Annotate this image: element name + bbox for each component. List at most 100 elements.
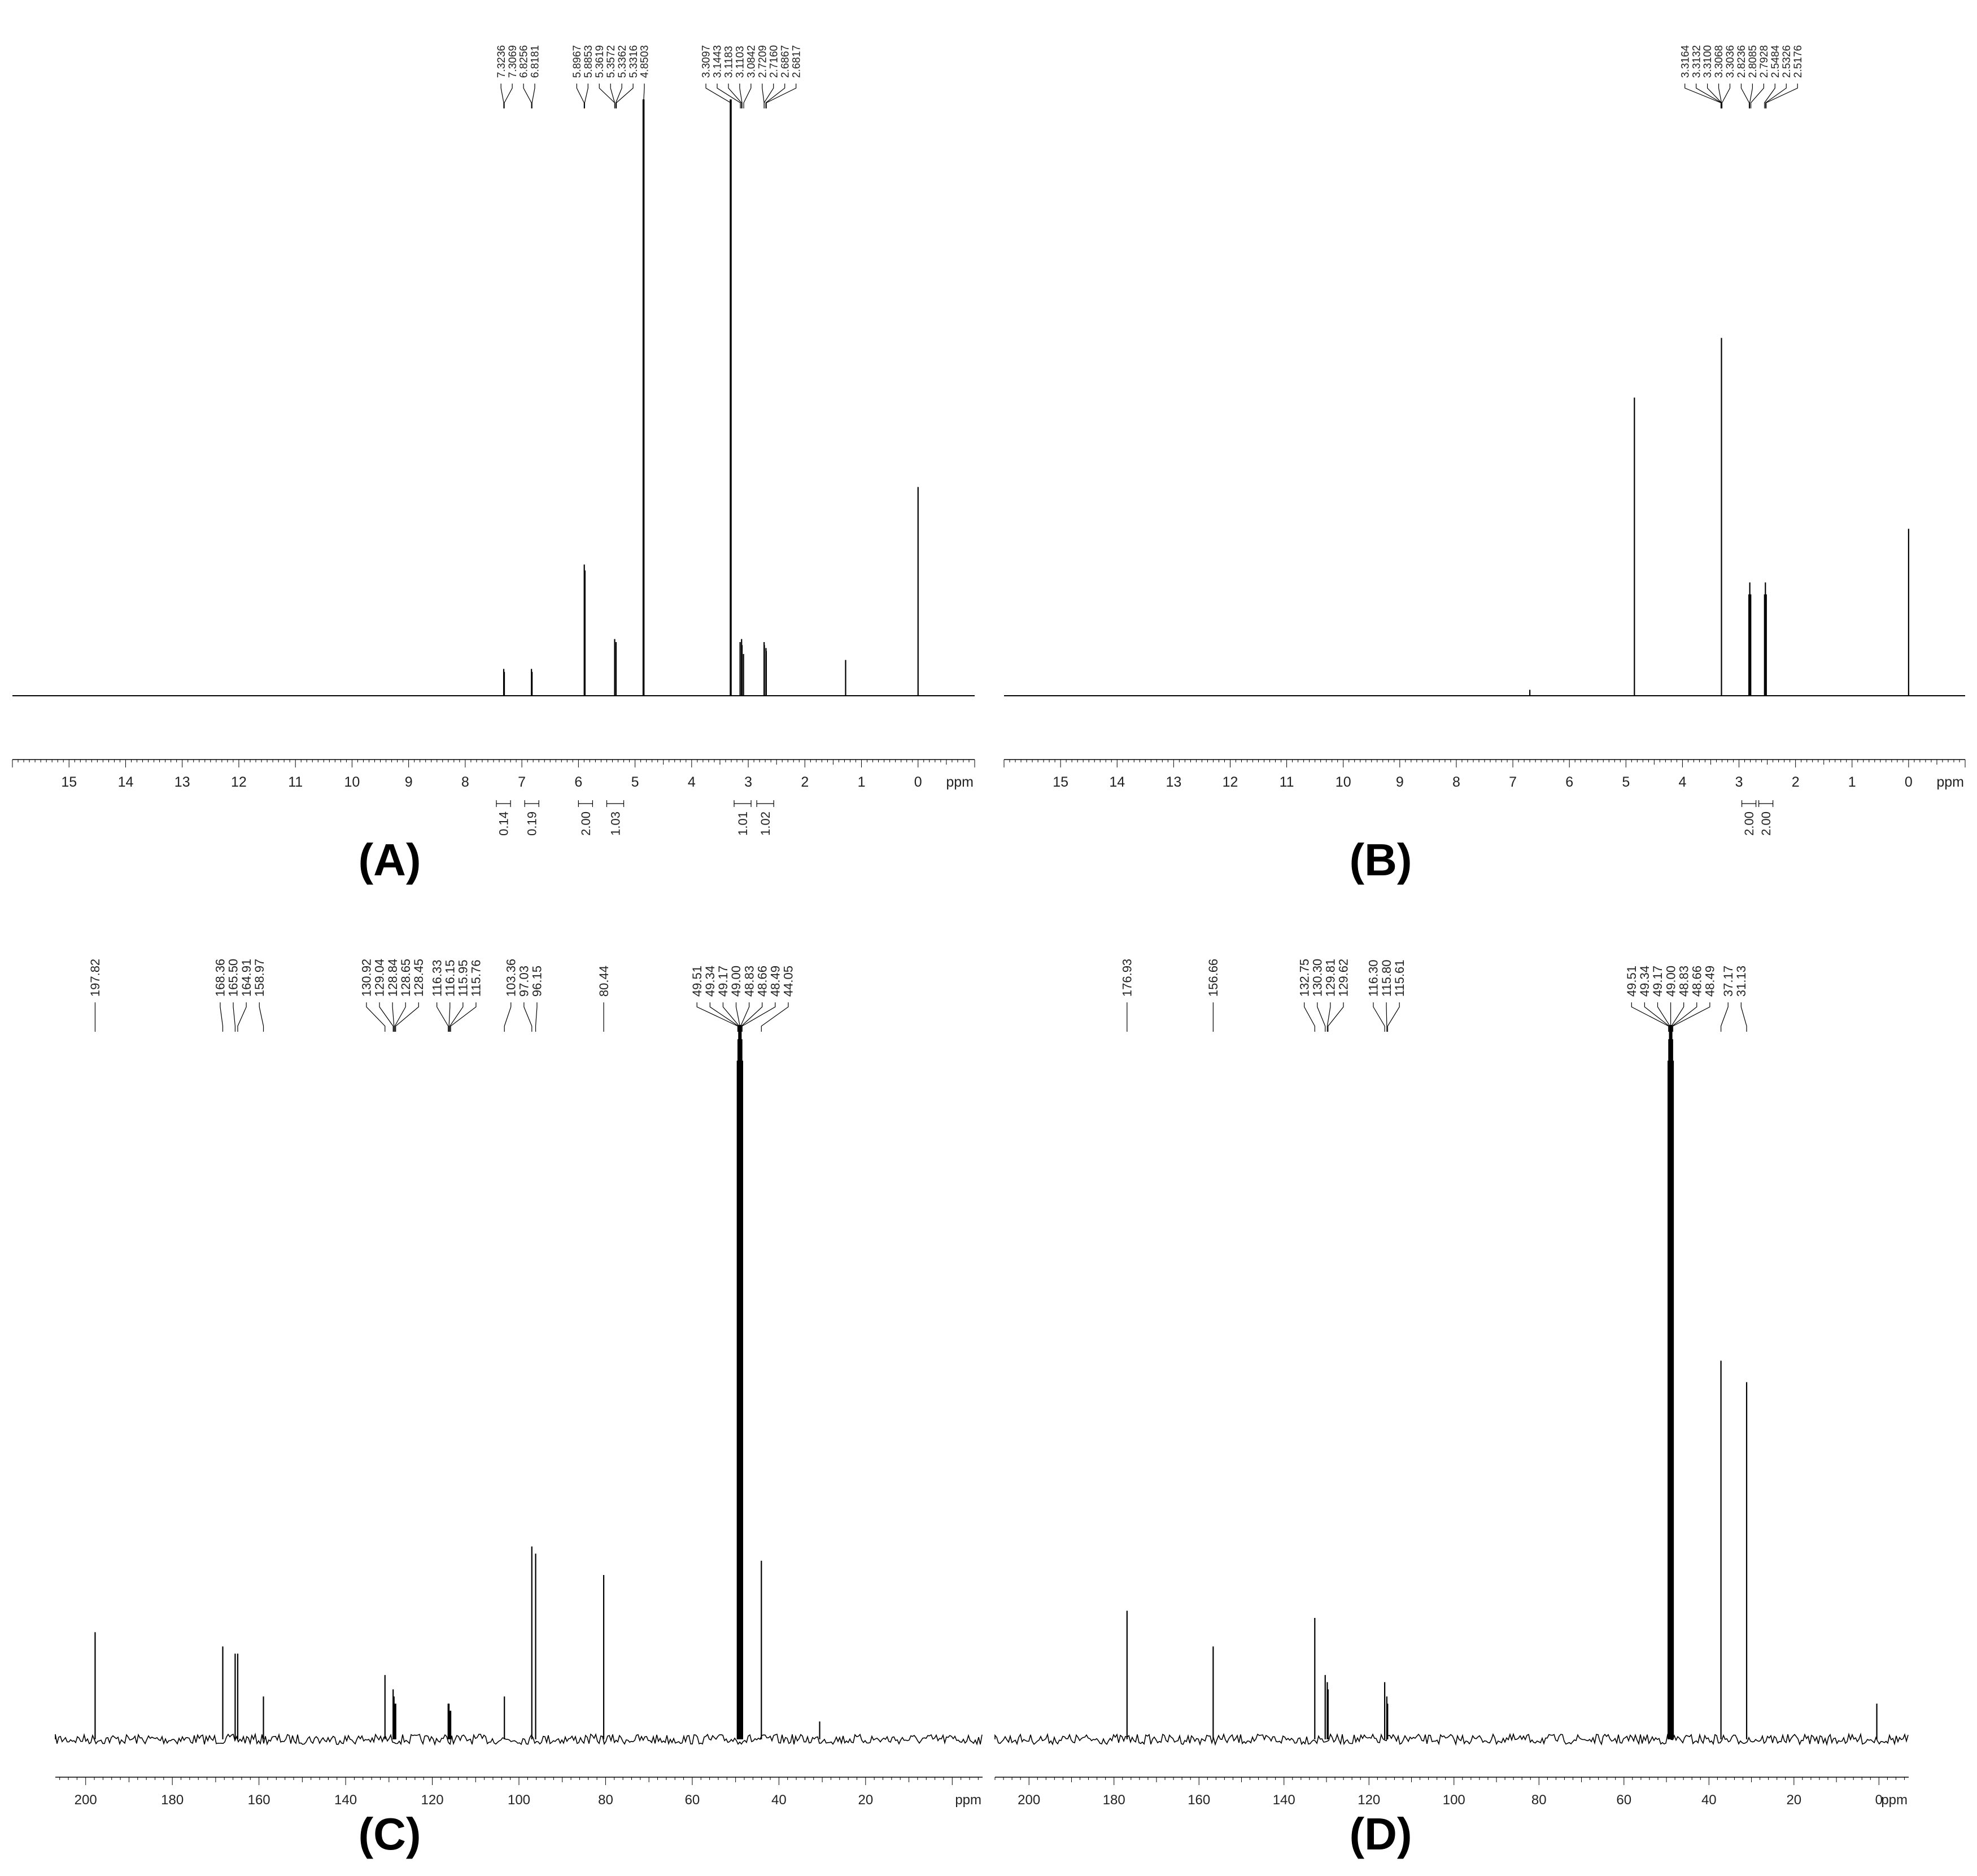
spectrum-baseline <box>994 1732 1909 1746</box>
peak-shift-label: 164.91 <box>239 959 254 997</box>
peak-shift-label: 165.50 <box>226 959 241 997</box>
peak-shift-label: 158.97 <box>252 959 267 997</box>
peak-leader-line <box>394 1002 406 1032</box>
peak-shift-label: 2.7160 <box>768 45 780 78</box>
x-axis-unit-label: ppm <box>1881 1792 1908 1808</box>
peak-shift-label: 2.7928 <box>1758 45 1770 78</box>
peak-leader-line <box>500 84 504 108</box>
integral-value: 1.02 <box>758 812 773 836</box>
integral-value: 1.01 <box>736 812 750 836</box>
peak-leader-line <box>1657 1002 1670 1032</box>
peak-shift-label: 49.51 <box>690 966 704 997</box>
peak-shift-label: 3.3164 <box>1679 45 1691 78</box>
peak-leader-line <box>741 1002 776 1032</box>
peak-leader-line <box>504 1002 512 1032</box>
peak-leader-line <box>1765 84 1798 108</box>
peak-shift-label: 2.5484 <box>1770 45 1782 78</box>
peak-leader-line <box>766 84 797 108</box>
integral-value: 2.00 <box>1742 812 1756 836</box>
x-tick-label: 6 <box>1565 774 1573 790</box>
peak-leader-line <box>1721 84 1731 108</box>
peak-shift-label: 5.3619 <box>594 45 606 78</box>
peak-leader-line <box>576 84 584 108</box>
x-tick-label: 13 <box>1166 774 1181 790</box>
peak-leader-line <box>1304 1002 1315 1032</box>
peak-shift-label: 3.0842 <box>745 45 757 78</box>
x-tick-label: 3 <box>1735 774 1743 790</box>
x-axis-unit-label: ppm <box>955 1792 981 1808</box>
peak-shift-label: 5.3362 <box>617 45 629 78</box>
peak-shift-label: 130.30 <box>1310 959 1324 997</box>
peak-shift-label: 37.17 <box>1721 966 1735 997</box>
x-tick-label: 9 <box>405 774 413 790</box>
peak-leader-line <box>1684 84 1722 108</box>
x-tick-label: 200 <box>1018 1792 1040 1808</box>
peak-shift-label: 2.8085 <box>1747 45 1759 78</box>
spectrum-baseline <box>55 1732 983 1746</box>
x-tick-label: 12 <box>231 774 247 790</box>
peak-shift-label: 132.75 <box>1297 959 1311 997</box>
x-tick-label: 140 <box>1273 1792 1295 1808</box>
peak-leader-line <box>740 1002 750 1032</box>
peak-leader-line <box>696 1002 739 1032</box>
x-tick-label: 120 <box>421 1792 444 1808</box>
peak-leader-line <box>366 1002 386 1032</box>
peak-leader-line <box>1750 84 1764 108</box>
x-tick-label: 80 <box>1531 1792 1547 1808</box>
peak-shift-label: 3.3100 <box>1702 45 1714 78</box>
peak-shift-label: 168.36 <box>213 959 228 997</box>
peak-shift-label: 103.36 <box>504 959 518 997</box>
peak-shift-label: 6.8256 <box>518 45 530 78</box>
peak-shift-label: 5.8967 <box>571 45 583 78</box>
x-tick-label: 8 <box>1452 774 1460 790</box>
peak-shift-label: 115.80 <box>1380 959 1394 997</box>
x-tick-label: 0 <box>914 774 922 790</box>
peak-leader-line <box>233 1002 236 1032</box>
panel-a-1h-spectrum: 15 14 13 12 11 10 9 8 7 6 5 4 3 2 1 0 ppm7.32367.30696.8… <box>12 45 975 885</box>
peak-shift-label: 5.3316 <box>628 45 640 78</box>
x-tick-label: 15 <box>61 774 77 790</box>
peak-leader-line <box>1740 1002 1747 1032</box>
x-tick-label: 10 <box>1336 774 1351 790</box>
peak-leader-line <box>220 1002 224 1032</box>
x-tick-label: 8 <box>461 774 469 790</box>
peak-leader-line <box>1672 1002 1710 1032</box>
peak-leader-line <box>584 84 588 108</box>
panel-b-1h-spectrum: 15 14 13 12 11 10 9 8 7 6 5 4 3 2 1 0 ppm3.31643.31323.3… <box>1003 45 1966 885</box>
peak-shift-label: 44.05 <box>782 966 796 997</box>
peak-shift-label: 129.04 <box>373 959 387 997</box>
peak-leader-line <box>739 84 743 108</box>
peak-shift-label: 3.3132 <box>1691 45 1703 78</box>
peak-shift-label: 2.6817 <box>791 45 802 78</box>
x-tick-label: 100 <box>508 1792 530 1808</box>
x-tick-label: 160 <box>248 1792 270 1808</box>
peak-leader-line <box>259 1002 264 1032</box>
peak-leader-line <box>1631 1002 1669 1032</box>
x-tick-label: 11 <box>288 774 303 790</box>
peak-shift-label: 156.66 <box>1206 959 1220 997</box>
peak-shift-label: 129.62 <box>1337 959 1351 997</box>
x-tick-label: 7 <box>1509 774 1517 790</box>
peak-shift-label: 4.8503 <box>639 45 651 78</box>
x-tick-label: 100 <box>1443 1792 1465 1808</box>
peak-leader-line <box>392 1002 395 1032</box>
peak-shift-label: 49.34 <box>1638 966 1652 997</box>
x-tick-label: 15 <box>1053 774 1068 790</box>
peak-shift-label: 6.8181 <box>530 45 542 78</box>
peak-shift-label: 49.51 <box>1625 966 1639 997</box>
peak-leader-line <box>437 1002 449 1032</box>
peak-shift-label: 130.92 <box>360 959 374 997</box>
peak-leader-line <box>1671 1002 1697 1032</box>
peak-leader-line <box>1644 1002 1670 1032</box>
peak-shift-label: 3.3097 <box>701 45 713 78</box>
x-tick-label: 60 <box>1616 1792 1631 1808</box>
peak-leader-line <box>1386 1002 1387 1032</box>
peak-shift-label: 2.5326 <box>1781 45 1793 78</box>
peak-leader-line <box>1720 1002 1729 1032</box>
peak-shift-label: 3.1183 <box>723 46 735 78</box>
peak-shift-label: 128.84 <box>386 959 400 997</box>
x-tick-label: 10 <box>344 774 360 790</box>
peak-shift-label: 129.81 <box>1324 959 1338 997</box>
x-tick-label: 1 <box>858 774 866 790</box>
